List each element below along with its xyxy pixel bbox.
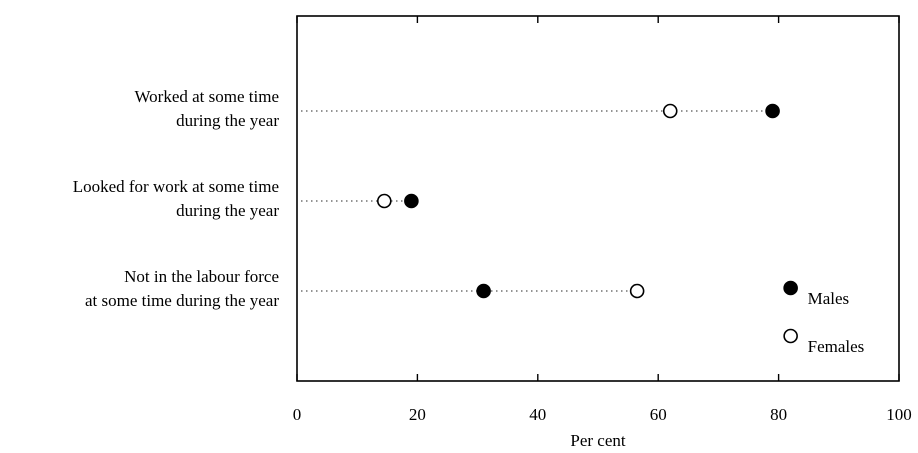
- x-tick-label-3: 60: [650, 405, 667, 424]
- x-tick-label-2: 40: [529, 405, 546, 424]
- x-axis-ticks: 0 20 40 60 80 100: [293, 16, 912, 424]
- category-label-1-line-0: Looked for work at some time: [73, 177, 279, 196]
- marker-females-2: [629, 283, 645, 299]
- category-label-0-line-1: during the year: [176, 111, 279, 130]
- dotted-guide-lines: [301, 110, 773, 292]
- marker-males-0: [765, 103, 780, 119]
- legend-marker-males: [783, 280, 798, 296]
- category-labels: Worked at some time during the year Looked…: [73, 87, 280, 310]
- legend-marker-females: [783, 328, 798, 344]
- plot-frame: [296, 15, 900, 382]
- category-label-1-line-1: during the year: [176, 201, 279, 220]
- marker-females-1: [376, 193, 392, 209]
- legend-label-females: Females: [808, 337, 865, 356]
- marker-males-1: [404, 193, 419, 209]
- legend-label-males: Males: [808, 289, 850, 308]
- data-markers: [376, 103, 780, 299]
- x-axis-title: Per cent: [570, 431, 626, 450]
- x-tick-label-0: 0: [293, 405, 302, 424]
- category-label-0-line-0: Worked at some time: [134, 87, 279, 106]
- marker-males-2: [476, 283, 491, 299]
- legend: Males Females: [783, 280, 865, 356]
- category-label-2-line-0: Not in the labour force: [124, 267, 279, 286]
- marker-females-0: [662, 103, 678, 119]
- x-tick-label-5: 100: [886, 405, 912, 424]
- category-label-2-line-1: at some time during the year: [85, 291, 279, 310]
- x-tick-label-4: 80: [770, 405, 787, 424]
- x-tick-label-1: 20: [409, 405, 426, 424]
